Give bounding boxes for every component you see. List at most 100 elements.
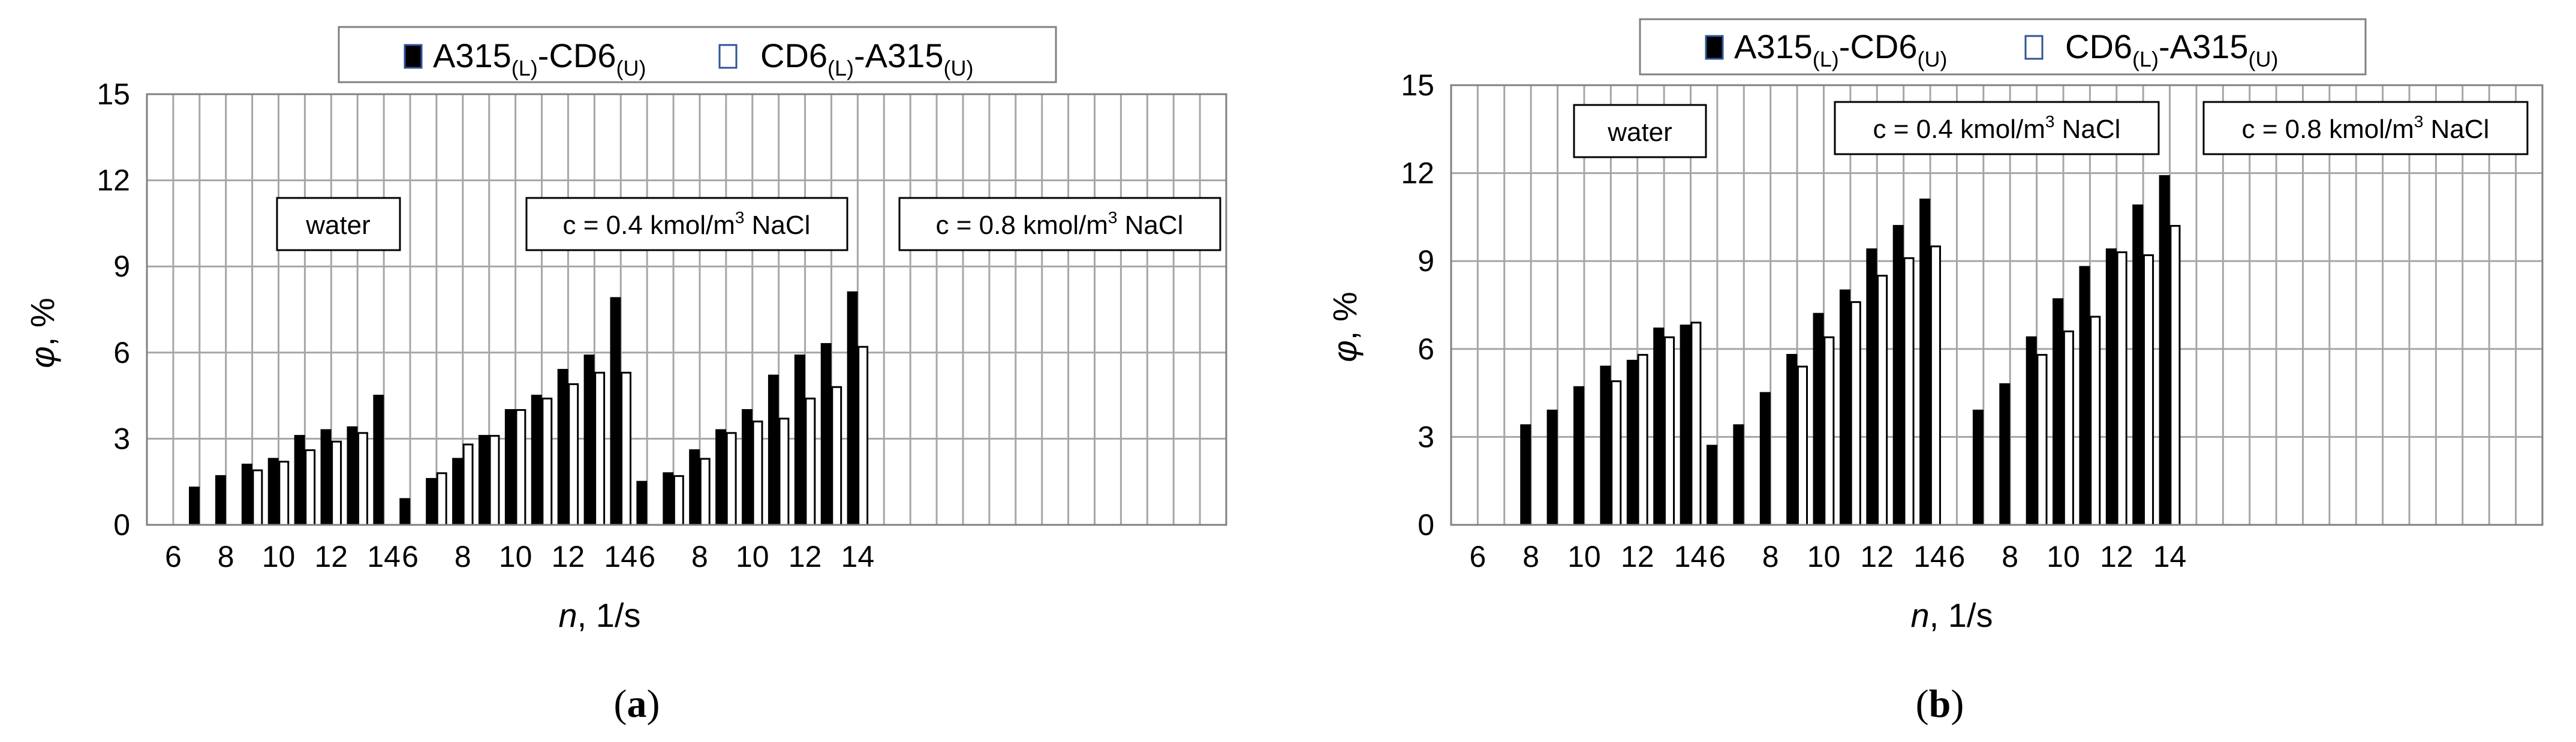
chart-a-bar-series2: [857, 346, 869, 526]
chart-a-bar-series1: [742, 409, 753, 526]
chart-a-bar-series2: [252, 469, 263, 526]
chart-b-bar-series1: [1706, 444, 1718, 526]
chart-a-bar-series1: [847, 291, 858, 526]
chart-a-xtick-label: 14: [604, 540, 637, 573]
chart-a-xtick-label: 10: [262, 540, 296, 573]
chart-b-xtick-label: 10: [2047, 540, 2080, 573]
chart-b-bar-series1: [2053, 298, 2064, 526]
svg-text:water: water: [305, 211, 371, 240]
svg-text:c = 0.4 kmol/m3 NaCl: c = 0.4 kmol/m3 NaCl: [1873, 112, 2121, 144]
chart-b-bar-series2: [1690, 322, 1702, 526]
chart-b-bar-series1: [1866, 248, 1877, 526]
chart-a-bar-series2: [357, 432, 368, 526]
chart-a-bar-series2: [436, 472, 447, 526]
chart-a-legend-label-1: A315(L)-CD6(U): [433, 37, 646, 80]
chart-b-xtick-label: 14: [1913, 540, 1947, 573]
chart-a-bar-series1: [583, 355, 595, 526]
chart-a-ytick-label: 3: [113, 422, 130, 455]
chart-a-xtick-label: 10: [736, 540, 769, 573]
svg-text:c = 0.8 kmol/m3 NaCl: c = 0.8 kmol/m3 NaCl: [2242, 112, 2490, 144]
chart-a-bar-series1: [241, 463, 252, 526]
chart-a-bar-series2: [489, 435, 500, 526]
chart-b-bar-series1: [1813, 313, 1824, 526]
chart-b-xtick-label: 6: [1949, 540, 1966, 573]
chart-b-legend-box: [1639, 18, 2367, 76]
chart-b-bar-series2: [2090, 316, 2101, 526]
chart-b-xtick-label: 8: [2002, 540, 2018, 573]
chart-a-bar-series2: [673, 475, 684, 526]
chart-b-xtick-labels: 6 8 10 12 14 6 8 10 12 14 6 8 10 12 14: [1469, 540, 2186, 573]
chart-a-bar-series2: [726, 432, 737, 526]
chart-b-xtick-label: 10: [1567, 540, 1601, 573]
chart-a-bar-series2: [568, 383, 579, 526]
chart-a-bar-series1: [399, 498, 411, 526]
chart-a-bar-series1: [347, 426, 358, 526]
chart-a-legend-label-2: CD6(L)-A315(U): [760, 37, 973, 80]
chart-b-bar-series2: [1930, 245, 1941, 526]
chart-a-bar-series1: [715, 429, 727, 526]
chart-a-ytick-labels: 0 3 6 9 12 15: [97, 77, 130, 542]
chart-b-annotation-nacl-08: c = 0.8 kmol/m3 NaCl: [2202, 101, 2529, 155]
chart-a-ytick-label: 15: [97, 77, 130, 111]
chart-a-bar-series1: [663, 472, 674, 526]
chart-b-ytick-label: 15: [1401, 68, 1434, 102]
chart-a-bar-series1: [320, 429, 332, 526]
chart-b-bar-series1: [2159, 175, 2170, 526]
chart-b-xtick-label: 14: [1674, 540, 1708, 573]
chart-b-bar-series2: [2116, 251, 2127, 526]
chart-b-xtick-label: 12: [1621, 540, 1654, 573]
chart-a-ytick-label: 12: [97, 164, 130, 197]
chart-b-bar-series2: [1850, 301, 1861, 526]
chart-b-ytick-labels: 0 3 6 9 12 15: [1401, 68, 1434, 542]
chart-b-bar-series2: [2142, 254, 2154, 526]
chart-b-legend-swatch-2: [2024, 35, 2044, 60]
chart-a-bar-series1: [452, 458, 464, 526]
chart-a-bar-series2: [278, 461, 290, 526]
chart-b-bar-series2: [1877, 275, 1888, 526]
chart-a-xtick-label: 10: [499, 540, 532, 573]
chart-b-bar-series1: [1546, 409, 1558, 526]
chart-b-ylabel: φ, %: [1326, 292, 1364, 362]
chart-b-bar-series1: [1759, 392, 1771, 526]
chart-a-annotation-nacl-08: c = 0.8 kmol/m3 NaCl: [898, 197, 1221, 251]
chart-a-annotation-nacl-04: c = 0.4 kmol/m3 NaCl: [525, 197, 848, 251]
chart-b-bar-series1: [1520, 424, 1531, 526]
chart-b-bar-series1: [2132, 204, 2144, 526]
chart-b-ytick-label: 6: [1418, 332, 1434, 366]
chart-a-xtick-label: 8: [455, 540, 471, 573]
chart-b-bar-series2: [1663, 336, 1675, 526]
chart-a-xtick-label: 14: [841, 540, 875, 573]
chart-a-legend: A315(L)-CD6(U) CD6(L)-A315(U): [338, 26, 1057, 83]
chart-b-ytick-label: 9: [1418, 244, 1434, 278]
chart-b-bar-series1: [2079, 266, 2090, 526]
chart-a-legend-swatch-2: [718, 44, 738, 69]
chart-b-xtick-label: 6: [1469, 540, 1486, 573]
chart-b-bar-series1: [1600, 365, 1611, 526]
chart-b-ytick-label: 0: [1418, 508, 1434, 542]
chart-b-xtick-label: 12: [1860, 540, 1894, 573]
chart-b-bar-series1: [1680, 325, 1691, 526]
chart-a-xtick-label: 12: [552, 540, 585, 573]
chart-a-xtick-label: 14: [367, 540, 401, 573]
chart-a-bar-series2: [831, 386, 842, 526]
chart-b-xlabel: n, 1/s: [1911, 596, 1993, 634]
chart-b-ytick-label: 3: [1418, 420, 1434, 453]
chart-a-ytick-label: 0: [113, 508, 130, 542]
chart-a-bar-series2: [331, 440, 342, 526]
chart-b-xtick-label: 14: [2153, 540, 2187, 573]
chart-b-plot-frame: [1450, 84, 2544, 526]
chart-a-bar-series1: [189, 486, 200, 526]
chart-b-ytick-label: 12: [1401, 157, 1434, 190]
chart-b-bar-series1: [1839, 289, 1851, 526]
chart-b-bar-series1: [1653, 328, 1665, 526]
chart-b-bar-series2: [2063, 330, 2074, 526]
chart-a-legend-swatch-1: [404, 44, 423, 69]
chart-a-bar-series1: [426, 477, 437, 526]
chart-b-xtick-label: 8: [1762, 540, 1779, 573]
chart-a-bar-series1: [531, 395, 542, 526]
chart-a-bar-series1: [504, 409, 516, 526]
chart-a-bar-series2: [621, 371, 631, 526]
chart-a-bar-series1: [768, 374, 779, 526]
